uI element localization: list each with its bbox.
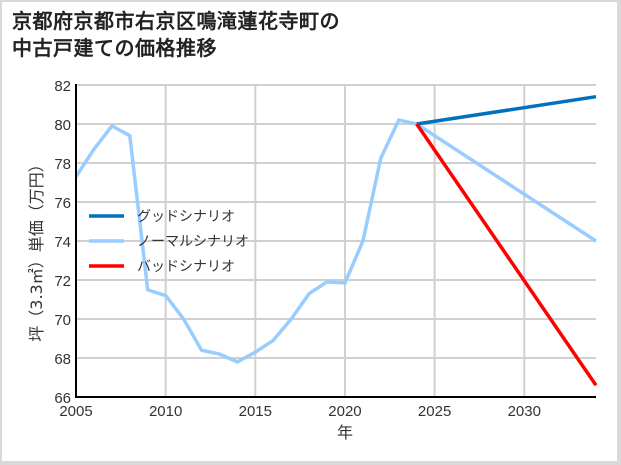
legend-label: グッドシナリオ xyxy=(137,209,235,225)
y-axis-label: 坪（3.3㎡）単価（万円） xyxy=(27,156,46,341)
legend-label: バッドシナリオ xyxy=(137,259,235,275)
y-tick-label: 78 xyxy=(54,156,71,173)
y-tick-label: 82 xyxy=(54,78,71,95)
chart-title: 京都府京都市右京区鳴滝蓮花寺町の 中古戸建ての価格推移 xyxy=(12,8,340,62)
x-tick-label: 2025 xyxy=(418,403,451,420)
y-tick-label: 66 xyxy=(54,390,71,407)
y-tick-label: 68 xyxy=(54,351,71,368)
x-tick-label: 2020 xyxy=(328,403,361,420)
gridlines xyxy=(76,84,596,398)
x-tick-label: 2005 xyxy=(59,403,92,420)
chart-title-line-2: 中古戸建ての価格推移 xyxy=(12,36,217,60)
y-tick-label: 76 xyxy=(54,195,71,212)
y-axis-ticks: 66 68 70 72 74 76 78 80 82 xyxy=(54,78,71,407)
y-tick-label: 70 xyxy=(54,312,71,329)
y-tick-label: 72 xyxy=(54,273,71,290)
series-line-0 xyxy=(416,94,597,126)
x-tick-label: 2015 xyxy=(239,403,272,420)
y-tick-label: 74 xyxy=(54,234,71,251)
chart-title-line-1: 京都府京都市右京区鳴滝蓮花寺町の xyxy=(12,9,340,33)
x-axis-ticks: 2005 2010 2015 2020 2025 2030 xyxy=(59,403,541,420)
series-line-1 xyxy=(74,118,597,364)
x-axis-label: 年 xyxy=(337,423,353,442)
legend-label: ノーマルシナリオ xyxy=(137,234,249,250)
series-line-2 xyxy=(415,123,598,387)
chart-frame xyxy=(2,2,617,461)
series-lines xyxy=(74,94,598,387)
x-tick-label: 2030 xyxy=(508,403,541,420)
y-tick-label: 80 xyxy=(54,117,71,134)
x-tick-label: 2010 xyxy=(149,403,182,420)
